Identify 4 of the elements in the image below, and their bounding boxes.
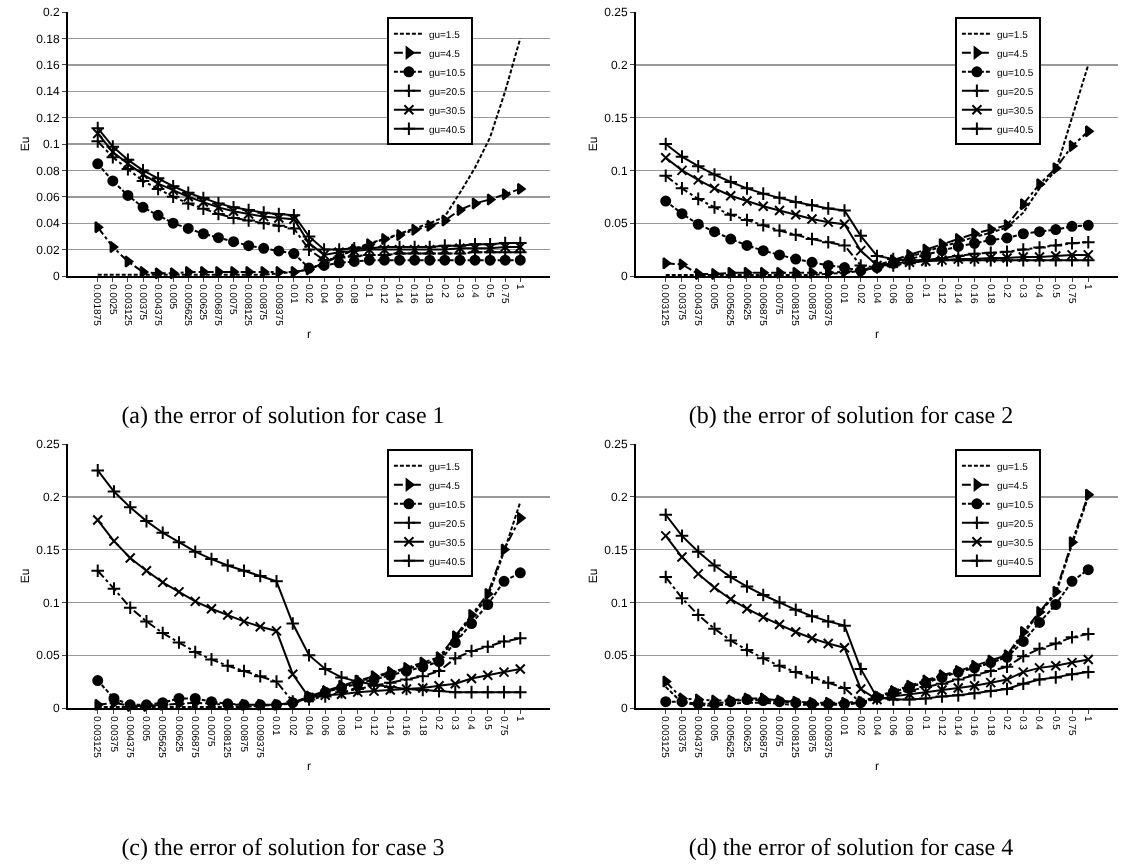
text: (d) the error of solution for case 4 [688,833,1014,862]
text: (b) the error of solution for case 2 [688,401,1014,430]
text: (c) the error of solution for case 3 [121,833,445,862]
text: (a) the error of solution for case 1 [121,401,445,430]
